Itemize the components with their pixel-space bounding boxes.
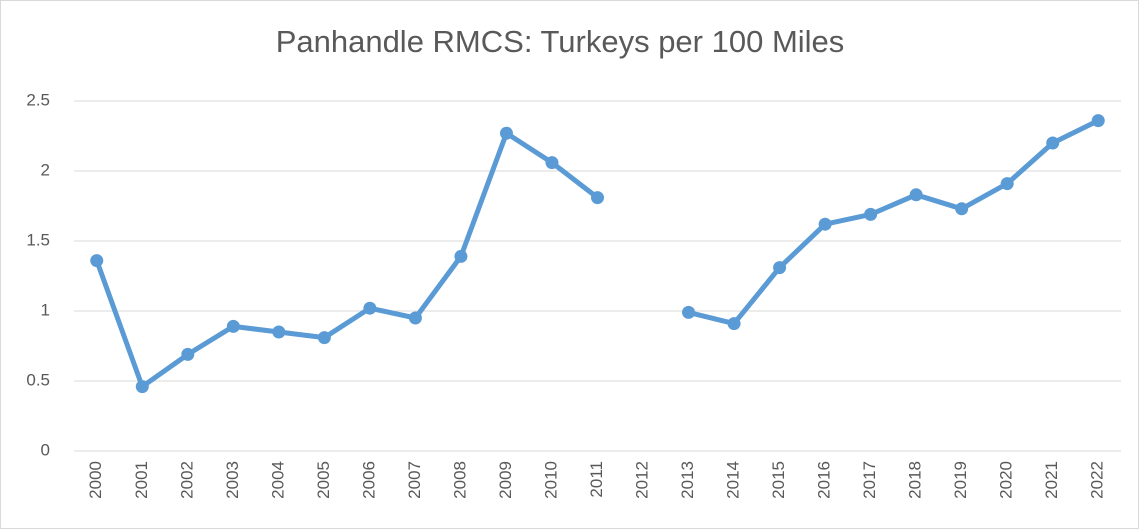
- y-tick-label: 0: [41, 440, 50, 459]
- x-tick-label: 2007: [405, 461, 424, 499]
- data-point: [408, 311, 422, 325]
- data-point: [727, 317, 741, 331]
- x-tick-label: 2004: [268, 461, 287, 499]
- data-point: [864, 207, 878, 221]
- x-tick-label: 2011: [587, 461, 606, 498]
- data-point: [773, 261, 787, 275]
- x-tick-label: 2002: [177, 461, 196, 499]
- data-point: [955, 202, 969, 216]
- x-tick-label: 2000: [86, 461, 105, 499]
- data-point: [682, 305, 696, 319]
- data-point: [1000, 177, 1014, 191]
- series-line: [94, 118, 1101, 390]
- x-tick-label: 2012: [633, 461, 652, 499]
- x-tick-label: 2005: [314, 461, 333, 499]
- x-tick-label: 2003: [223, 461, 242, 499]
- x-tick-label: 2008: [450, 461, 469, 499]
- x-tick-label: 2009: [496, 461, 515, 499]
- data-point: [499, 126, 513, 140]
- x-tick-label: 2010: [541, 461, 560, 499]
- x-tick-label: 2001: [132, 461, 151, 499]
- y-tick-label: 1.5: [26, 230, 50, 249]
- x-tick-label: 2014: [724, 461, 743, 499]
- y-tick-label: 1: [41, 300, 50, 319]
- x-tick-label: 2015: [769, 461, 788, 499]
- data-point: [1091, 114, 1105, 128]
- data-point: [454, 249, 468, 263]
- x-tick-label: 2022: [1088, 461, 1107, 499]
- data-point: [818, 217, 832, 231]
- data-point: [363, 301, 377, 315]
- data-point: [591, 191, 604, 205]
- chart-title: Panhandle RMCS: Turkeys per 100 Miles: [276, 24, 845, 59]
- data-point: [909, 188, 923, 202]
- x-tick-label: 2017: [860, 461, 879, 499]
- x-tick-label: 2006: [359, 461, 378, 499]
- y-tick-label: 2.5: [26, 90, 50, 109]
- data-point: [545, 156, 559, 170]
- data-point: [272, 325, 286, 339]
- x-tick-label: 2020: [997, 461, 1016, 499]
- x-tick-label: 2021: [1042, 461, 1061, 499]
- data-point: [135, 380, 149, 394]
- y-tick-label: 0.5: [26, 370, 50, 389]
- data-point: [181, 347, 195, 361]
- x-tick-label: 2019: [951, 461, 970, 499]
- x-tick-label: 2016: [815, 461, 834, 499]
- data-point: [90, 254, 104, 268]
- data-point: [226, 319, 240, 333]
- data-point: [1046, 136, 1060, 150]
- y-tick-label: 2: [41, 160, 50, 179]
- x-tick-label: 2013: [678, 461, 697, 499]
- x-tick-label: 2018: [906, 461, 925, 499]
- data-point: [317, 331, 331, 345]
